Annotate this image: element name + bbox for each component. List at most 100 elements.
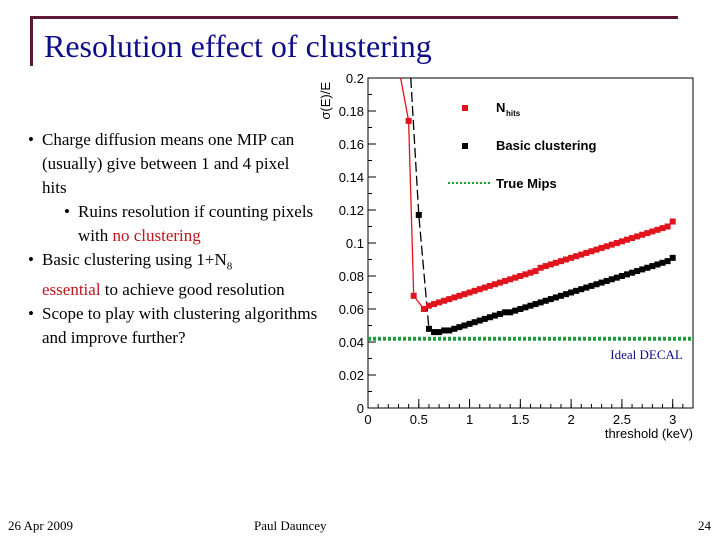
series-basic-clustering-point	[669, 254, 676, 261]
bullet-dot-icon: •	[28, 130, 34, 149]
series-n-hits-point	[588, 248, 595, 255]
series-n-hits-point	[532, 268, 539, 275]
series-basic-clustering-point	[583, 284, 590, 291]
series-basic-clustering-point	[552, 294, 559, 301]
series-n-hits-point	[608, 241, 615, 248]
series-n-hits-point	[552, 259, 559, 266]
legend-box	[448, 90, 689, 198]
series-basic-clustering-point	[629, 269, 636, 276]
series-basic-clustering-point	[649, 263, 656, 270]
bullet-basic-clustering: • Basic clustering using 1+N8 essential t…	[28, 248, 318, 302]
footer-date: 26 Apr 2009	[8, 518, 73, 533]
series-n-hits-point	[583, 249, 590, 256]
x-tick-label: 1	[466, 412, 473, 427]
series-n-hits-point	[507, 276, 514, 283]
series-n-hits-point	[598, 244, 605, 251]
y-tick-label: 0.18	[339, 104, 364, 119]
series-basic-clustering-point	[466, 320, 473, 327]
y-tick-label: 0	[357, 401, 364, 416]
series-n-hits-point	[461, 291, 468, 298]
series-n-hits-point	[436, 299, 443, 306]
bullet-list: • Charge diffusion means one MIP can (us…	[28, 128, 318, 350]
series-basic-clustering-point	[415, 211, 422, 218]
footer-page-number: 24	[698, 518, 711, 533]
series-basic-clustering-point	[537, 299, 544, 306]
series-n-hits-point	[593, 246, 600, 253]
series-n-hits-point	[649, 228, 656, 235]
resolution-chart: 0 0.02 0.04 0.06 0.08 0.1 0.12 0.14 0.16 0.18 0.2 0…	[318, 74, 694, 441]
series-basic-clustering-point	[517, 306, 524, 312]
series-basic-clustering-point	[563, 291, 570, 298]
series-basic-clustering-point	[436, 329, 443, 336]
series-n-hits-point	[639, 231, 646, 238]
series-n-hits-point	[563, 256, 570, 263]
series-basic-clustering-point	[491, 312, 498, 319]
series-n-hits-point	[405, 117, 412, 124]
series-n-hits-point	[410, 292, 417, 299]
series-n-hits-point	[603, 243, 610, 250]
series-basic-clustering-point	[512, 307, 519, 314]
series-n-hits-point	[613, 240, 620, 246]
series-basic-clustering-point	[441, 327, 448, 334]
series-n-hits-point	[669, 218, 676, 225]
series-basic-clustering-point	[542, 297, 549, 304]
x-tick-label: 0.5	[410, 412, 428, 427]
series-basic-clustering-point	[446, 327, 453, 334]
series-basic-clustering-point	[578, 286, 585, 293]
series-n-hits-point	[491, 281, 498, 288]
series-basic-clustering-point	[461, 322, 468, 329]
y-tick-label: 0.16	[339, 137, 364, 152]
y-tick-label: 0.1	[346, 236, 364, 251]
series-n-hits-point	[471, 287, 478, 294]
series-basic-clustering-point	[497, 310, 504, 317]
series-basic-clustering-point	[476, 317, 483, 324]
series-n-hits-point	[644, 230, 651, 237]
series-basic-clustering-point	[588, 282, 595, 289]
series-n-hits-point	[629, 235, 636, 242]
x-tick-label: 2	[568, 412, 575, 427]
series-n-hits-point	[537, 264, 544, 271]
bullet-dot-icon: •	[64, 202, 70, 221]
series-basic-clustering-point	[568, 289, 575, 296]
series-basic-clustering-point	[634, 268, 641, 275]
bullet-text: Basic clustering using 1+N8 essential to …	[42, 250, 285, 300]
bullet-charge-diffusion: • Charge diffusion means one MIP can (us…	[28, 128, 318, 200]
footer-author: Paul Dauncey	[254, 518, 327, 533]
y-tick-label: 0.14	[339, 170, 364, 185]
series-n-hits-point	[568, 254, 575, 261]
series-basic-clustering-point	[456, 324, 463, 331]
series-n-hits-point	[441, 297, 448, 304]
series-n-hits-point	[573, 253, 580, 260]
series-basic-clustering-point	[623, 271, 630, 278]
legend-n-hits-marker	[462, 105, 468, 111]
title-top-rule	[30, 16, 678, 19]
legend-basic-clustering-marker	[462, 143, 468, 149]
x-tick-label: 2.5	[613, 412, 631, 427]
series-n-hits-point	[618, 238, 625, 245]
y-tick-label: 0.06	[339, 302, 364, 317]
bullet-text: Ruins resolution if counting pixels with…	[78, 202, 314, 245]
title-frame	[30, 16, 678, 66]
series-n-hits-point	[512, 274, 519, 281]
title-left-rule	[30, 16, 33, 66]
series-basic-clustering-point	[664, 258, 671, 265]
x-axis-label: threshold (keV)	[605, 426, 693, 441]
series-basic-clustering-point	[603, 277, 610, 284]
series-basic-clustering-point	[431, 329, 438, 336]
series-basic-clustering-point	[425, 325, 432, 332]
series-basic-clustering-point	[618, 273, 625, 279]
page-title: Resolution effect of clustering	[44, 28, 432, 64]
bullet-dot-icon: •	[28, 304, 34, 324]
ideal-decal-annotation: Ideal DECAL	[610, 347, 683, 362]
series-n-hits-point	[634, 233, 641, 240]
series-n-hits-point	[486, 282, 493, 289]
series-basic-clustering-point	[547, 296, 554, 303]
series-n-hits-point	[420, 306, 427, 312]
legend-true-mips-label: True Mips	[496, 176, 557, 191]
series-basic-clustering-point	[502, 309, 509, 316]
series-n-hits-point	[527, 269, 534, 276]
series-n-hits-point	[659, 225, 666, 232]
highlight-no-clustering: no clustering	[112, 226, 201, 245]
bullet-text: Charge diffusion means one MIP can (usua…	[42, 130, 295, 197]
series-basic-clustering-point	[451, 325, 458, 332]
